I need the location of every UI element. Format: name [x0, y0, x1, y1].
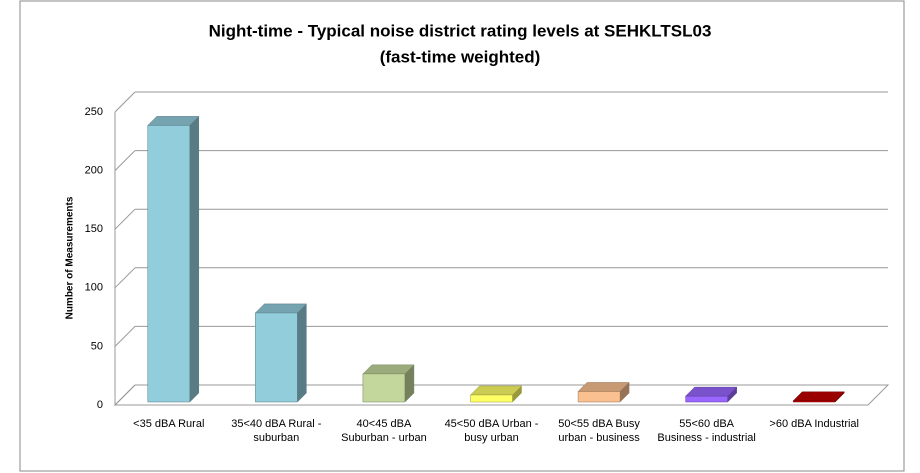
y-axis-label: Number of Measurements — [65, 196, 76, 319]
wall-grid-line — [114, 267, 136, 289]
x-tick-label: 50<55 dBA Busy urban - business — [558, 418, 640, 444]
bar-top — [685, 386, 738, 397]
bar-front — [255, 312, 298, 403]
bar-top — [792, 391, 845, 402]
bar-front — [792, 400, 836, 403]
y-tick-label: 200 — [85, 165, 103, 177]
chart-title: Night-time - Typical noise district rati… — [209, 21, 712, 40]
wall-grid-line — [114, 150, 136, 171]
bar — [254, 303, 307, 403]
bar-side — [189, 115, 200, 403]
x-tick-label: <35 dBA Rural — [133, 418, 205, 430]
x-tick-label: 45<50 dBA Urban - busy urban — [444, 418, 539, 444]
bar — [469, 385, 523, 403]
wall-grid-line — [114, 91, 136, 113]
x-tick-label: 40<45 dBA Suburban - urban — [341, 418, 427, 444]
x-tick-label: >60 dBA Industrial — [769, 418, 859, 430]
bar-top — [362, 364, 415, 375]
bar-front — [685, 395, 728, 403]
wall-grid-line — [114, 326, 136, 347]
bar — [147, 115, 200, 403]
bar-top — [254, 303, 307, 314]
bar-top — [469, 385, 523, 396]
bar-front — [470, 394, 513, 403]
wall-grid-line — [114, 384, 136, 406]
bar-top — [147, 116, 200, 126]
y-tick-label: 150 — [85, 223, 103, 235]
y-tick-label: 50 — [91, 340, 103, 352]
wall-grid-line — [114, 208, 136, 230]
x-tick-label: 55<60 dBA Business - industrial — [657, 418, 756, 444]
chart-subtitle: (fast-time weighted) — [380, 47, 541, 66]
bar-top — [577, 382, 630, 392]
y-tick-label: 0 — [97, 399, 103, 411]
bar-front — [577, 391, 621, 403]
bar — [792, 391, 845, 403]
bar-front — [362, 373, 406, 403]
bar — [362, 364, 415, 403]
bar — [577, 381, 630, 403]
y-tick-label: 250 — [85, 106, 103, 118]
bar-side — [297, 303, 307, 403]
y-tick-label: 100 — [85, 282, 103, 294]
x-tick-label: 35<40 dBA Rural - suburban — [231, 418, 322, 444]
bar — [685, 386, 738, 403]
bar-front — [147, 125, 191, 403]
